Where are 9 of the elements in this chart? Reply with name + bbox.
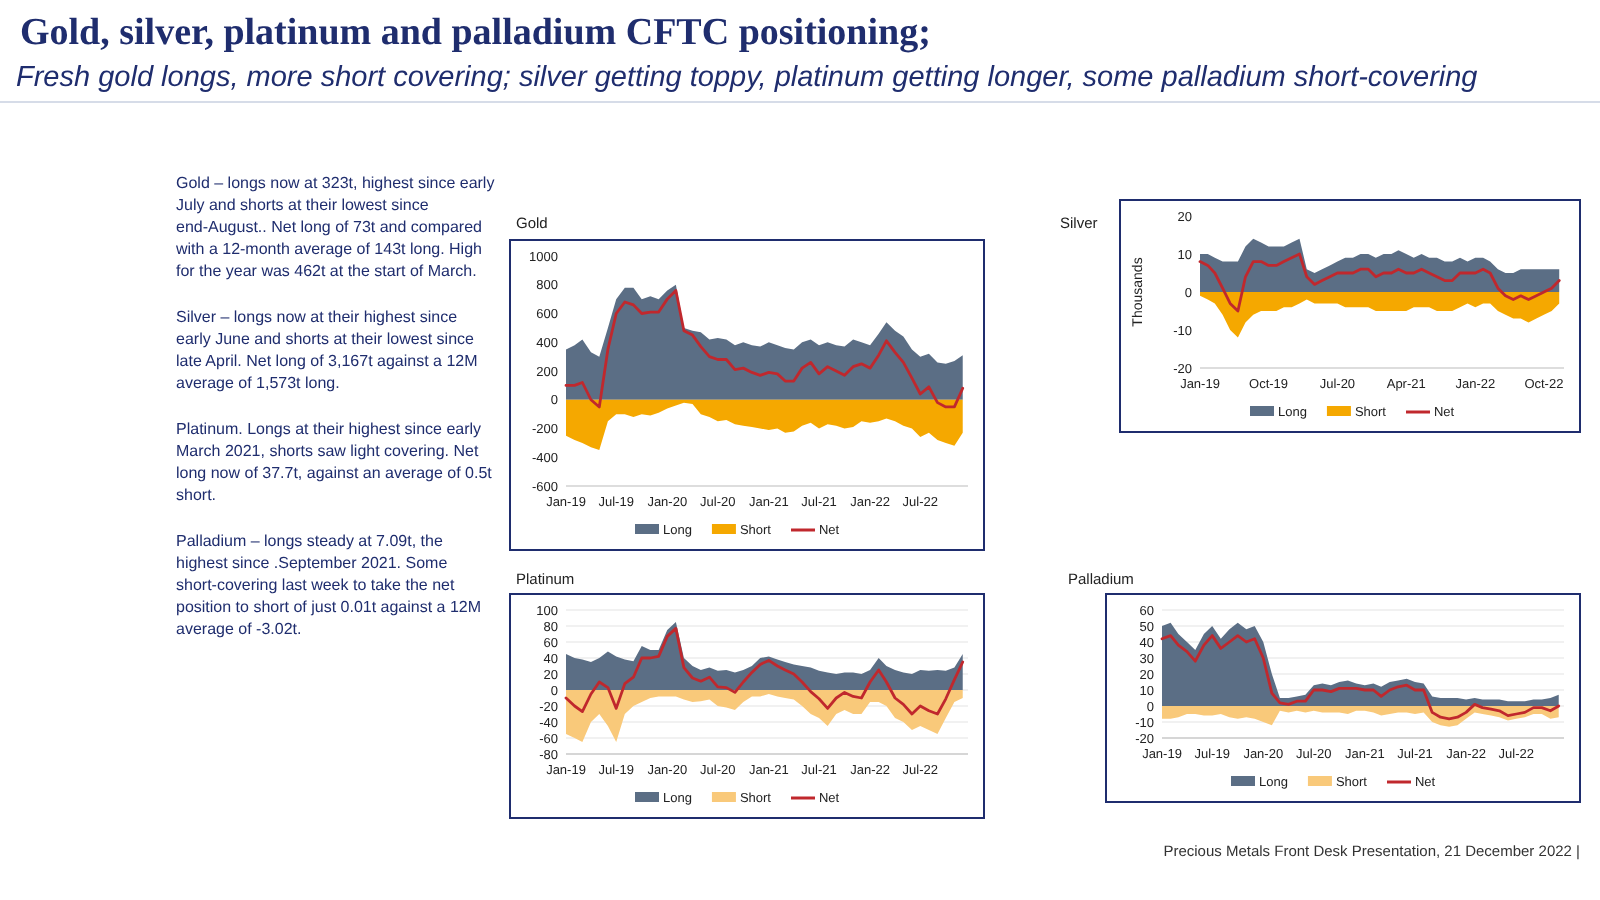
text: Platinum. Longs at their highest since early March 2021, shorts saw light covering. Net long now of 37.7t, against an average of 0.5t short. [176, 420, 494, 504]
line-series [564, 627, 965, 716]
text: Gold – longs now at 323t, highest since early July and shorts at their lowest since end-August.. Net long of 73t and compared with a 12-month average of 143t long. High for the year was 462t at the start of March. [174, 174, 495, 280]
text: Fresh gold longs, more short covering; silver getting toppy, platinum getting longer, some palladium short-covering [16, 62, 1478, 94]
text: Silver – longs now at their highest since early June and shorts at their lowest since late April. Net long of 3,167t against a 12M average of 1,573t long. [176, 308, 479, 392]
line-series [1160, 634, 1561, 721]
text: Palladium – longs steady at 7.09t, the highest since .September 2021. Some short-covering last week to take the net position to short of just 0.01t against a 12M average of -3.02t. [176, 532, 482, 638]
line-series [1198, 252, 1561, 313]
text: Gold, silver, platinum and palladium CFTC positioning; [20, 12, 931, 54]
